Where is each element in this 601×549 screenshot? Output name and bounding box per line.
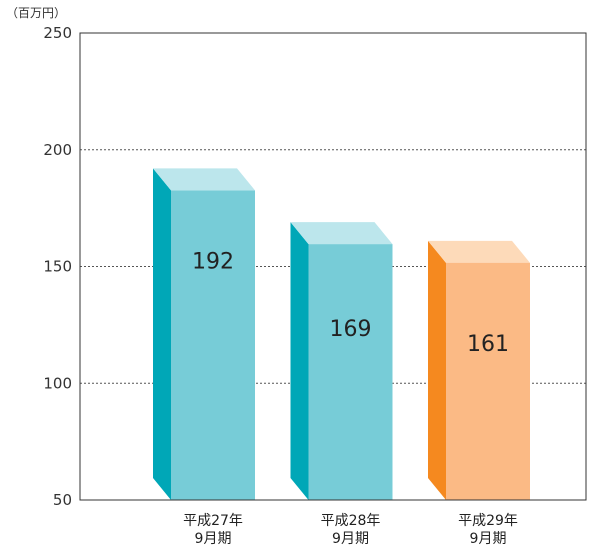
bar-value-label: 161 [467,332,509,357]
bar: 192 [153,168,255,500]
bar-value-label: 192 [192,249,234,274]
bar: 169 [290,222,393,500]
x-category-label-line1: 平成27年 [183,513,243,529]
bar-front-face [446,262,530,500]
bar-top-face [290,222,393,245]
y-tick-label: 250 [43,24,72,42]
bars: 192 169 161 [153,168,530,500]
y-tick-label: 200 [43,141,72,159]
x-category-labels: 平成27年 9月期 平成28年 9月期 平成29年 9月期 [183,513,518,547]
bar-top-face [153,168,255,191]
x-category-label-line1: 平成28年 [321,513,381,529]
bar-side-face [428,240,446,500]
bar-front-face [171,190,255,500]
bar-top-face [428,240,530,263]
bar: 161 [428,240,530,500]
y-axis-unit-label: （百万円） [6,6,66,20]
bar-value-label: 169 [330,317,372,342]
y-tick-labels: 50 100 150 200 250 [43,24,72,509]
bar-side-face [290,222,309,500]
plot-frame [79,32,587,501]
x-category-label-line1: 平成29年 [458,513,518,529]
bar-side-face [153,168,171,500]
y-tick-label: 50 [53,491,72,509]
y-tick-label: 100 [43,374,72,392]
y-tick-label: 150 [43,258,72,276]
x-category-label-line2: 9月期 [195,531,232,547]
x-category-label-line2: 9月期 [470,531,507,547]
x-category-label-line2: 9月期 [332,531,369,547]
bar-front-face [308,244,393,500]
